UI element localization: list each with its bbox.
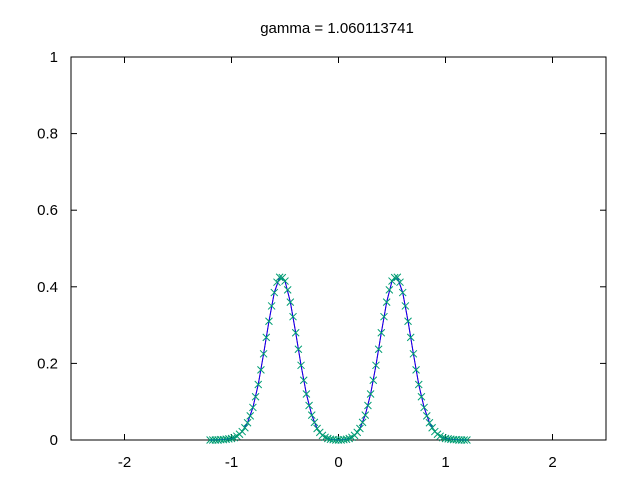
data-point [414, 380, 423, 389]
data-point [238, 427, 247, 436]
data-point [262, 333, 271, 342]
data-point [404, 317, 412, 326]
data-point [259, 349, 268, 358]
data-point [463, 436, 471, 444]
data-point [406, 333, 415, 342]
data-point [364, 401, 372, 410]
data-point [273, 278, 281, 287]
data-point [396, 278, 404, 287]
data-point [310, 418, 319, 427]
data-point [374, 345, 383, 354]
y-tick-label: 0.6 [37, 202, 58, 219]
data-point [283, 286, 292, 294]
y-tick-label: 0.4 [37, 279, 58, 296]
data-point [385, 286, 394, 294]
data-point [417, 392, 426, 401]
data-point [294, 345, 303, 354]
data-point [305, 401, 313, 410]
data-point [302, 390, 311, 398]
data-point [422, 412, 431, 420]
data-point [420, 403, 428, 412]
y-tick-label: 0 [50, 432, 58, 449]
x-tick-label: -2 [118, 454, 131, 471]
data-point [366, 390, 375, 398]
data-point [291, 328, 300, 337]
y-tick-label: 1 [50, 49, 58, 66]
data-point [372, 361, 380, 370]
data-point [377, 328, 386, 337]
data-point [369, 376, 378, 385]
chart-title: gamma = 1.060113741 [260, 20, 414, 37]
data-point [243, 418, 252, 427]
plot-area-border [70, 56, 607, 441]
data-point [460, 436, 469, 444]
data-point [299, 376, 308, 385]
y-tick-label: 0.8 [37, 126, 58, 143]
data-point [281, 277, 289, 285]
data-point [257, 366, 265, 374]
data-point [358, 418, 367, 427]
data-point [251, 392, 260, 401]
data-point [401, 302, 410, 310]
data-point [345, 434, 354, 443]
data-point [398, 288, 407, 297]
y-tick-label: 0.2 [37, 355, 58, 372]
data-point [286, 298, 295, 306]
data-point [275, 273, 284, 282]
data-point [388, 277, 396, 285]
data-point [425, 418, 434, 427]
data-point [361, 411, 370, 419]
series-line-1 [210, 276, 467, 441]
x-tick-label: 1 [441, 454, 449, 471]
x-tick-label: 2 [548, 454, 556, 471]
data-point [278, 273, 287, 282]
data-point [390, 273, 399, 282]
data-point [428, 423, 436, 432]
data-point [270, 288, 279, 297]
series-line-0 [210, 276, 467, 441]
data-point [254, 380, 263, 389]
x-tick-label: 0 [334, 454, 342, 471]
data-point [307, 411, 316, 419]
data-point [241, 423, 249, 432]
data-point [380, 312, 388, 321]
data-point [227, 434, 236, 443]
series-points-2 [206, 273, 471, 444]
series-layer [206, 273, 471, 444]
data-point [321, 433, 329, 442]
data-point [412, 366, 420, 374]
data-point [313, 424, 321, 433]
data-point [409, 349, 418, 358]
data-point [267, 302, 276, 310]
data-point [342, 435, 351, 444]
data-point [356, 424, 364, 433]
axis-ticks: -2 -1 0 1 2 0 0.2 0.4 0.6 0.8 1 [37, 49, 606, 471]
data-point [265, 317, 273, 326]
data-point [297, 361, 305, 370]
data-point [382, 298, 391, 306]
x-tick-label: -1 [225, 454, 238, 471]
data-point [249, 403, 257, 412]
data-point [246, 412, 255, 420]
data-point [393, 273, 402, 282]
data-point [353, 428, 362, 437]
data-point [289, 312, 297, 321]
